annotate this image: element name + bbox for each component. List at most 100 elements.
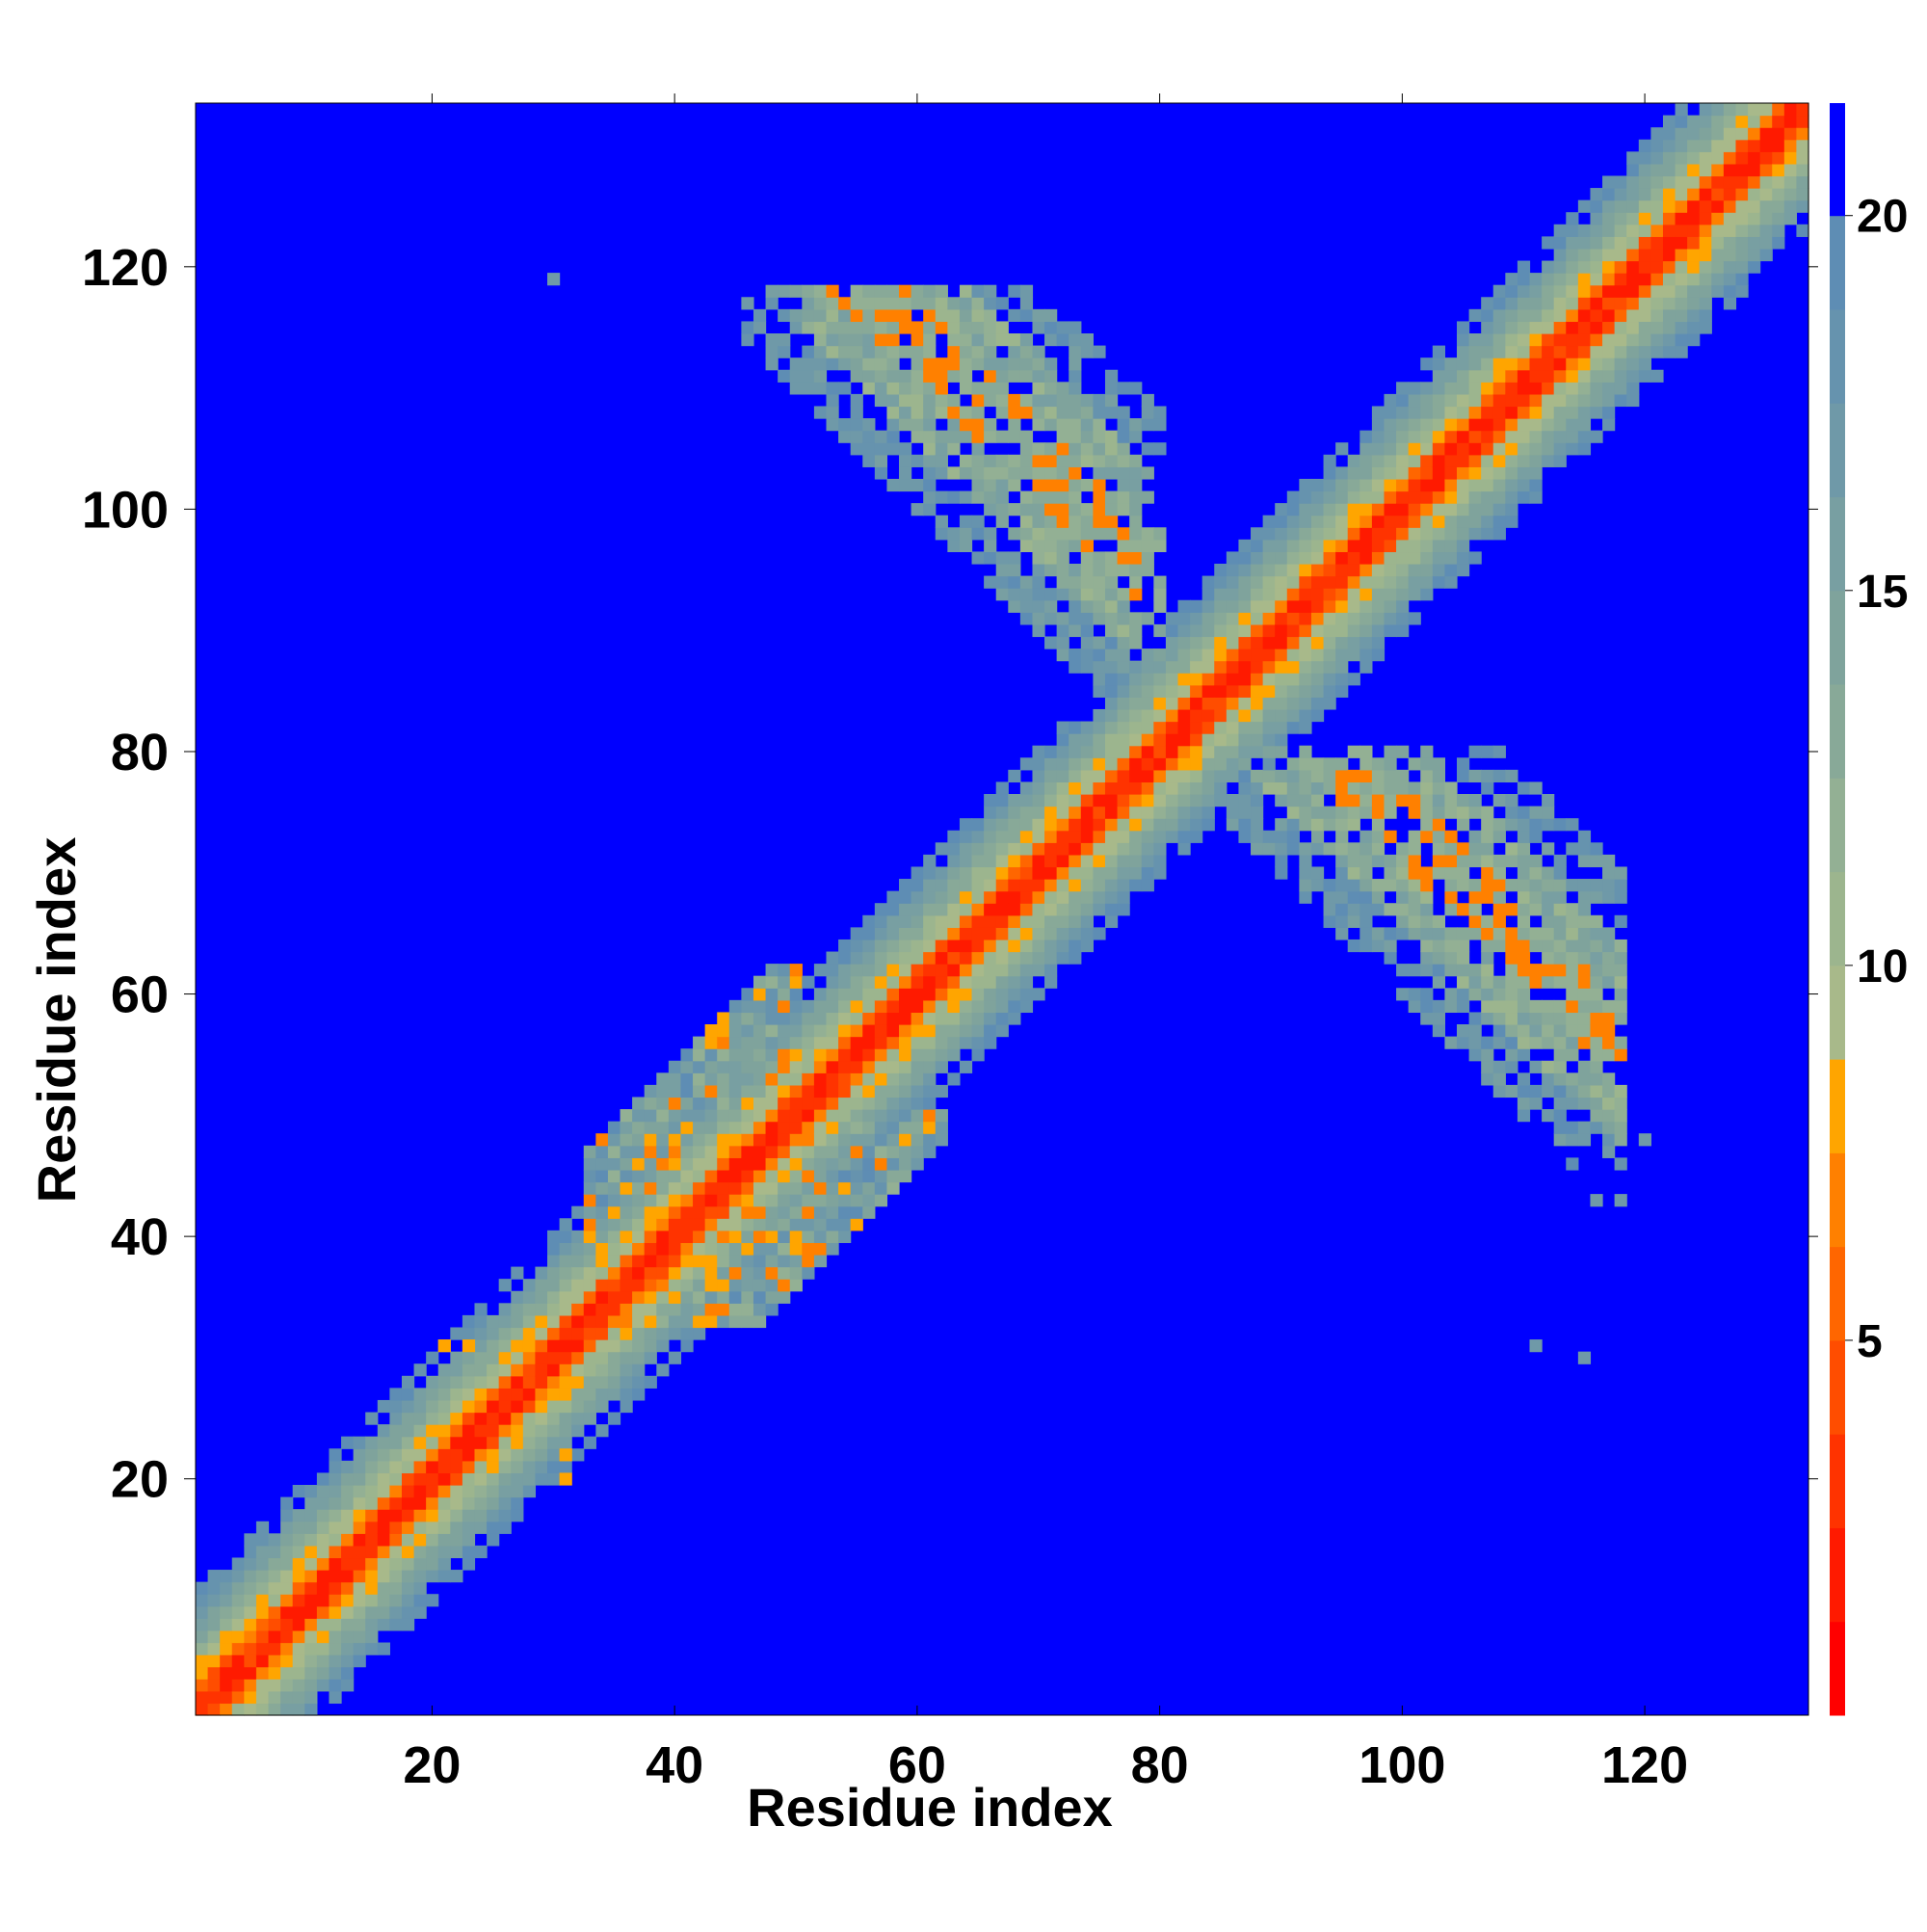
heatmap-cell xyxy=(1251,551,1264,565)
heatmap-cell xyxy=(1008,466,1021,480)
heatmap-cell xyxy=(1384,612,1397,625)
heatmap-cell xyxy=(899,418,912,432)
heatmap-cell xyxy=(813,406,828,419)
heatmap-cell xyxy=(899,914,912,928)
heatmap-cell xyxy=(1590,1024,1603,1038)
heatmap-cell xyxy=(765,333,779,347)
heatmap-cell xyxy=(717,1109,730,1123)
heatmap-cell xyxy=(1723,127,1737,141)
heatmap-cell xyxy=(1481,478,1494,492)
heatmap-cell xyxy=(704,1024,718,1038)
heatmap-cell xyxy=(1141,673,1154,686)
heatmap-cell xyxy=(911,357,924,371)
heatmap-cell xyxy=(935,527,948,541)
heatmap-cell xyxy=(1542,1060,1555,1073)
heatmap-cell xyxy=(1662,333,1676,347)
heatmap-cell xyxy=(377,1605,390,1619)
heatmap-cell xyxy=(680,1121,694,1134)
heatmap-cell xyxy=(1602,260,1616,274)
heatmap-cell xyxy=(947,999,961,1014)
heatmap-cell xyxy=(704,1314,718,1329)
heatmap-cell xyxy=(1008,951,1021,965)
heatmap-cell xyxy=(1056,854,1069,868)
heatmap-cell xyxy=(1093,636,1106,649)
heatmap-cell xyxy=(1032,564,1045,577)
heatmap-cell xyxy=(1275,721,1288,734)
heatmap-cell xyxy=(535,1363,548,1377)
heatmap-cell xyxy=(717,1012,730,1025)
heatmap-cell xyxy=(1008,818,1021,832)
heatmap-cell xyxy=(1517,1036,1531,1049)
heatmap-cell xyxy=(947,418,961,432)
heatmap-cell xyxy=(1396,527,1410,541)
heatmap-cell xyxy=(255,1581,270,1595)
heatmap-cell xyxy=(1529,1036,1543,1049)
heatmap-cell xyxy=(231,1581,245,1595)
heatmap-cell xyxy=(474,1448,488,1462)
heatmap-cell xyxy=(1056,454,1069,467)
heatmap-cell xyxy=(923,442,937,456)
heatmap-cell xyxy=(741,1230,754,1244)
heatmap-cell xyxy=(329,1690,342,1705)
heatmap-cell xyxy=(1553,333,1567,347)
heatmap-cell xyxy=(1238,539,1252,553)
heatmap-cell xyxy=(1468,975,1482,989)
heatmap-cell xyxy=(813,321,828,334)
heatmap-cell xyxy=(1286,708,1300,723)
heatmap-cell xyxy=(1396,927,1410,940)
heatmap-cell xyxy=(462,1363,476,1377)
heatmap-cell xyxy=(1602,927,1616,940)
heatmap-cell xyxy=(984,866,997,880)
heatmap-cell xyxy=(1214,623,1227,638)
heatmap-cell xyxy=(1492,1072,1506,1086)
heatmap-cell xyxy=(353,1618,366,1631)
heatmap-cell xyxy=(1396,490,1410,504)
heatmap-cell xyxy=(474,1412,488,1425)
heatmap-cell xyxy=(1310,781,1325,795)
heatmap-cell xyxy=(850,1109,863,1123)
heatmap-cell xyxy=(995,297,1009,310)
colorbar-segment xyxy=(1830,590,1845,685)
heatmap-cell xyxy=(1759,236,1773,250)
heatmap-cell xyxy=(1432,393,1446,408)
heatmap-cell xyxy=(971,297,985,310)
heatmap-cell xyxy=(1566,927,1579,940)
heatmap-cell xyxy=(292,1642,305,1655)
heatmap-cell xyxy=(1129,478,1143,492)
heatmap-cell xyxy=(1008,406,1021,419)
heatmap-cell xyxy=(595,1157,609,1171)
heatmap-cell xyxy=(1177,623,1191,638)
heatmap-cell xyxy=(511,1303,524,1316)
heatmap-cell xyxy=(1117,442,1130,456)
heatmap-cell xyxy=(789,1036,803,1049)
heatmap-cell xyxy=(1602,236,1616,250)
heatmap-cell xyxy=(487,1363,500,1377)
heatmap-cell xyxy=(704,1230,718,1244)
heatmap-cell xyxy=(1190,794,1203,807)
heatmap-cell xyxy=(1275,623,1288,638)
heatmap-cell xyxy=(995,515,1009,528)
heatmap-cell xyxy=(923,503,937,516)
heatmap-cell xyxy=(244,1703,257,1716)
heatmap-cell xyxy=(474,1460,488,1474)
heatmap-cell xyxy=(1117,564,1130,577)
heatmap-cell xyxy=(656,1205,670,1219)
heatmap-cell xyxy=(752,1036,767,1049)
heatmap-cell xyxy=(1032,964,1045,977)
heatmap-cell xyxy=(850,1060,863,1073)
heatmap-cell xyxy=(668,1351,682,1364)
heatmap-cell xyxy=(1408,879,1421,892)
heatmap-cell xyxy=(1408,564,1421,577)
heatmap-cell xyxy=(826,1084,839,1098)
heatmap-cell xyxy=(1505,939,1518,953)
heatmap-cell xyxy=(401,1399,415,1414)
heatmap-cell xyxy=(728,1266,742,1280)
heatmap-cell xyxy=(1590,284,1603,298)
heatmap-cell xyxy=(1444,927,1458,940)
heatmap-cell xyxy=(1104,660,1119,674)
heatmap-cell xyxy=(1602,199,1616,213)
heatmap-cell xyxy=(778,1169,791,1183)
heatmap-cell xyxy=(280,1509,294,1522)
heatmap-cell xyxy=(1748,175,1761,189)
heatmap-cell xyxy=(1104,673,1119,686)
